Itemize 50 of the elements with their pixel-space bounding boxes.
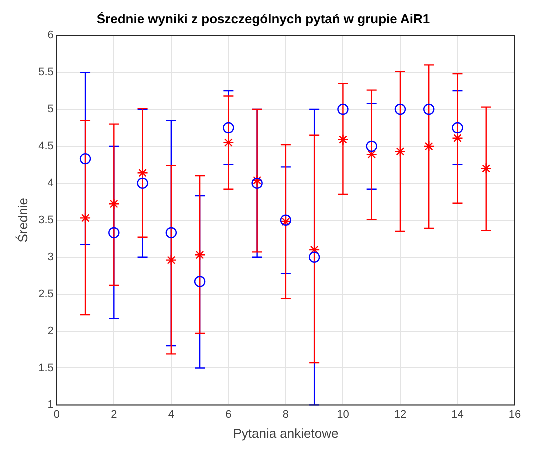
- y-tick-label: 5.5: [38, 66, 54, 79]
- point: [308, 252, 320, 263]
- x-tick-label: 12: [394, 408, 407, 421]
- point: [80, 212, 92, 224]
- point: [108, 227, 120, 239]
- x-tick-label: 4: [168, 408, 174, 421]
- y-tick-label: 5: [48, 104, 54, 116]
- point: [166, 254, 178, 266]
- x-tick-label: 16: [508, 408, 522, 421]
- point: [424, 140, 435, 152]
- y-tick-label: 4.5: [38, 140, 54, 153]
- point: [308, 244, 320, 256]
- y-tick-label: 3: [48, 251, 54, 264]
- point: [424, 104, 435, 116]
- x-tick-label: 6: [226, 408, 232, 421]
- point: [223, 122, 234, 134]
- point: [137, 178, 148, 190]
- point: [252, 174, 263, 186]
- point: [137, 167, 148, 179]
- chart-title: Średnie wyniki z poszczególnych pytań w grupie AiR1: [96, 11, 430, 26]
- point: [452, 122, 464, 134]
- point: [394, 104, 406, 116]
- y-tick-label: 1: [48, 399, 54, 412]
- point: [338, 134, 349, 146]
- y-tick-label: 1.5: [38, 362, 54, 374]
- point: [80, 153, 92, 165]
- y-tick-label: 3.5: [38, 214, 54, 226]
- y-axis-title: Średnie: [15, 198, 30, 243]
- point: [338, 104, 349, 116]
- y-tick-label: 4: [48, 177, 54, 190]
- x-tick-label: 0: [54, 408, 60, 421]
- x-tick-label: 14: [452, 408, 464, 421]
- x-axis-title: Pytania ankietowe: [233, 426, 339, 441]
- point: [194, 250, 206, 261]
- x-tick-label: 10: [337, 408, 350, 421]
- point: [194, 276, 206, 288]
- point: [480, 163, 492, 174]
- point: [394, 146, 406, 158]
- x-tick-label: 8: [282, 408, 290, 421]
- y-tick-label: 2.5: [38, 288, 54, 300]
- point: [223, 137, 234, 148]
- point: [108, 198, 120, 210]
- point: [366, 140, 378, 152]
- x-tick-label: 2: [111, 408, 118, 421]
- y-tick-label: 2: [48, 325, 54, 338]
- point: [452, 132, 464, 144]
- point: [366, 149, 378, 160]
- point: [166, 227, 178, 239]
- point: [252, 178, 263, 190]
- y-tick-label: 6: [48, 30, 54, 42]
